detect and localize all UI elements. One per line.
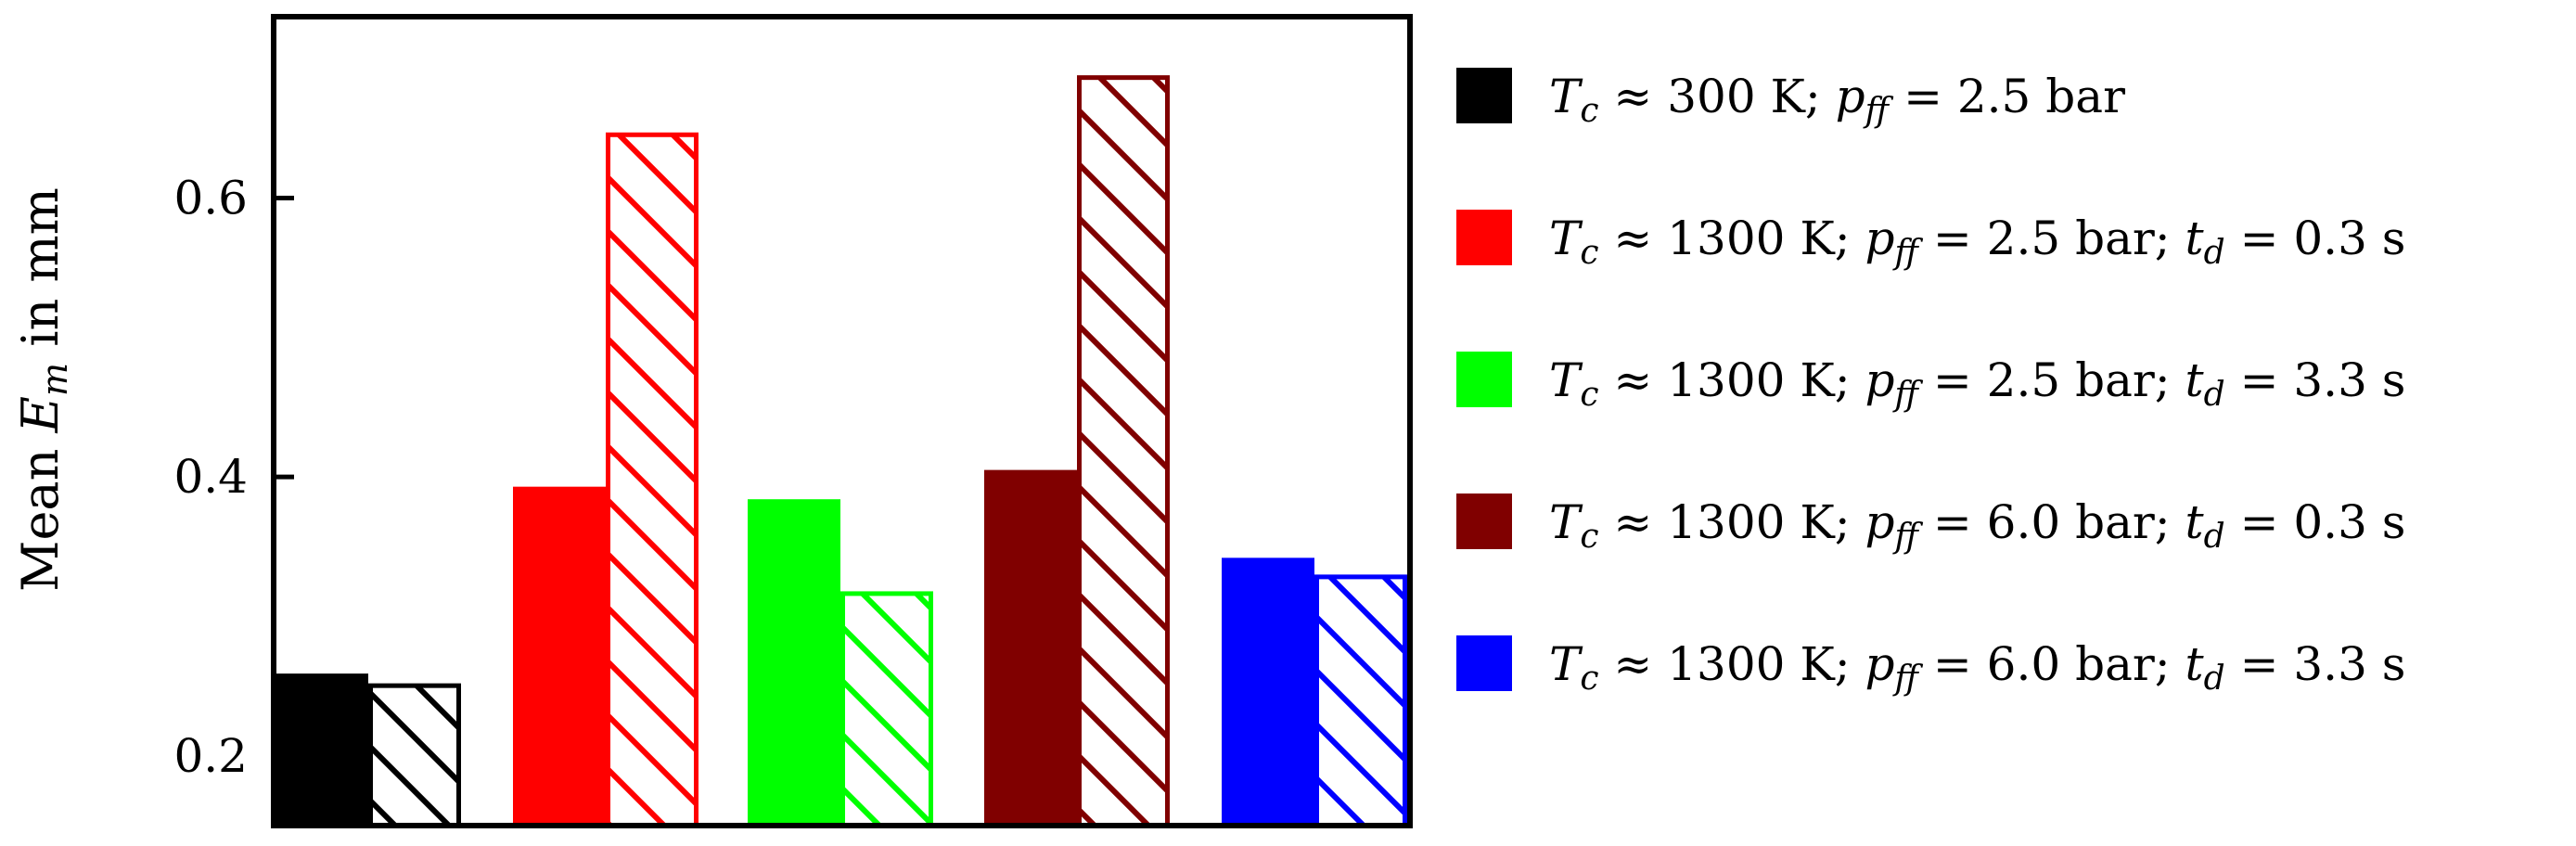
bars-layer: [276, 75, 1407, 828]
legend-swatch: [1456, 68, 1512, 123]
bar-group1-solid: [276, 673, 368, 826]
y-tick-label: 0.2: [173, 729, 248, 783]
bar-group5-hatched: [1314, 574, 1407, 828]
bar-group1-hatched: [368, 683, 461, 828]
legend-swatch: [1456, 210, 1512, 265]
bar-group5-solid: [1222, 558, 1314, 826]
legend-label: Tc ≈ 1300 K; pff = 2.5 bar; td = 0.3 s: [1549, 212, 2405, 272]
y-tick-label: 0.6: [173, 171, 248, 224]
legend-entry: Tc ≈ 1300 K; pff = 6.0 bar; td = 0.3 s: [1456, 494, 2405, 556]
bar-group3-solid: [748, 499, 840, 826]
legend-swatch: [1456, 494, 1512, 549]
legend-swatch: [1456, 352, 1512, 407]
legend-label: Tc ≈ 300 K; pff = 2.5 bar: [1549, 70, 2125, 130]
legend-label: Tc ≈ 1300 K; pff = 6.0 bar; td = 0.3 s: [1549, 495, 2405, 556]
y-axis-label: Mean Em in mm: [11, 187, 75, 592]
plot-frame: [271, 14, 1413, 828]
legend-label: Tc ≈ 1300 K; pff = 2.5 bar; td = 3.3 s: [1549, 353, 2405, 414]
legend-label: Tc ≈ 1300 K; pff = 6.0 bar; td = 3.3 s: [1549, 637, 2405, 698]
legend-entry: Tc ≈ 1300 K; pff = 6.0 bar; td = 3.3 s: [1456, 635, 2405, 698]
bar-group4-solid: [984, 469, 1077, 826]
legend-entry: Tc ≈ 1300 K; pff = 2.5 bar; td = 3.3 s: [1456, 352, 2405, 414]
legend-swatch: [1456, 635, 1512, 691]
bar-group3-hatched: [840, 591, 933, 828]
bar-group2-solid: [513, 486, 606, 826]
legend-entry: Tc ≈ 300 K; pff = 2.5 bar: [1456, 68, 2125, 130]
axis-layer: 0.2 0.4 0.6 Mean Em in mm: [11, 14, 1413, 828]
legend-entry: Tc ≈ 1300 K; pff = 2.5 bar; td = 0.3 s: [1456, 210, 2405, 272]
legend: Tc ≈ 300 K; pff = 2.5 bar Tc ≈ 1300 K; pf…: [1456, 68, 2405, 698]
bar-group2-hatched: [606, 132, 698, 828]
bar-group4-hatched: [1077, 75, 1170, 828]
y-tick-label: 0.4: [173, 450, 248, 504]
